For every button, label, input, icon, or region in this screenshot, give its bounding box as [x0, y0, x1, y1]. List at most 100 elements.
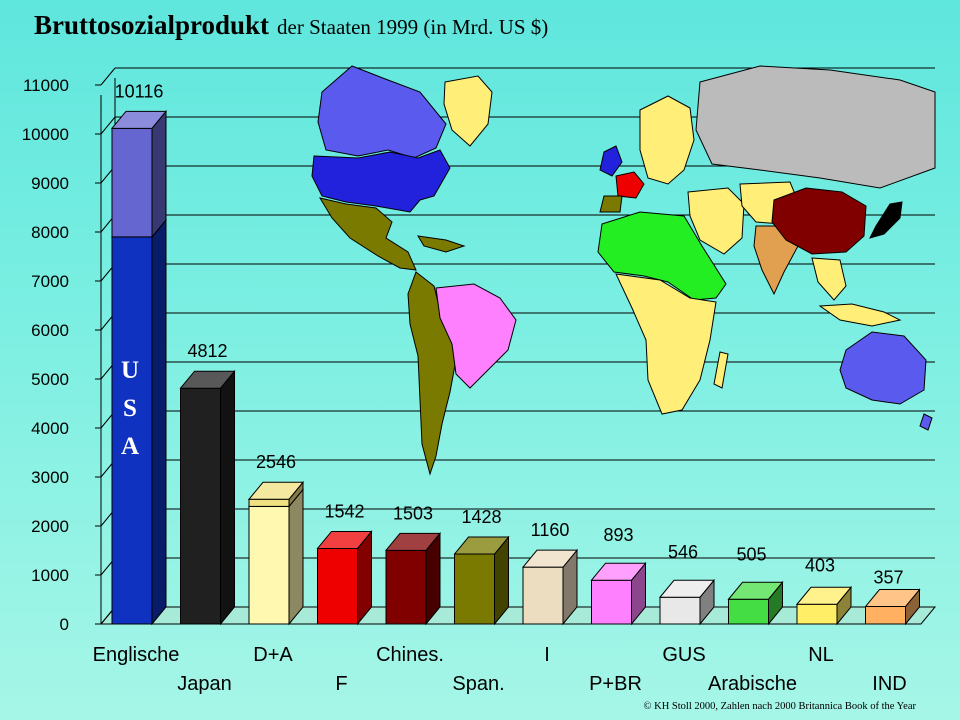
y-tick-label: 6000 [31, 321, 69, 340]
bar-front [180, 387, 221, 625]
source-credit: © KH Stoll 2000, Zahlen nach 2000 Britan… [643, 701, 916, 712]
bar-value-label: 1542 [324, 501, 364, 521]
map-southeast-asia [811, 257, 847, 301]
category-label: Englische [93, 644, 180, 666]
category-label: F [335, 673, 347, 695]
bar-front [796, 603, 838, 625]
bar-top [110, 110, 168, 129]
bar-top [384, 532, 442, 551]
y-tick-label: 3000 [31, 468, 69, 487]
bar-i [521, 548, 579, 626]
bar-front [111, 236, 153, 625]
bar-arabische [727, 580, 784, 626]
bar-front [659, 596, 701, 625]
grid-diagonal [100, 116, 116, 135]
bar-value-label: 505 [736, 544, 766, 564]
category-label: Arabische [708, 673, 797, 695]
usa-annotation-letter: U [121, 357, 139, 384]
y-tick-label: 0 [60, 615, 69, 634]
bar-top [590, 562, 647, 581]
map-mexico [318, 197, 417, 271]
bar-nl [795, 585, 853, 626]
bar-top [864, 589, 921, 608]
bar-d-a-segment-1 [247, 488, 305, 626]
category-label: GUS [662, 644, 705, 666]
bar-p-br [590, 561, 647, 626]
bar-top [727, 581, 784, 600]
bar-value-label: 1503 [393, 503, 433, 523]
bar-englische-segment-2 [110, 109, 168, 239]
bar-gus [658, 578, 716, 626]
bar-side [288, 488, 304, 626]
map-madagascar [713, 351, 729, 389]
map-japan [869, 201, 903, 239]
bar-englische-segment-1 [110, 218, 168, 626]
y-tick-label: 1000 [31, 566, 69, 585]
chart-title-sub: der Staaten 1999 (in Mrd. US $) [277, 15, 549, 39]
bar-front [385, 549, 427, 625]
map-spain [599, 195, 623, 213]
bar-value-label: 2546 [256, 452, 296, 472]
map-europe [639, 95, 695, 185]
bar-value-label: 893 [603, 525, 633, 545]
bar-front [728, 598, 769, 625]
bar-front [454, 553, 495, 625]
map-caribbean [417, 235, 466, 253]
bar-top [316, 530, 373, 549]
map-middle-east [687, 187, 745, 255]
map-usa [311, 149, 451, 213]
bar-side [151, 218, 167, 626]
bar-top [453, 536, 510, 555]
y-tick-label: 10000 [22, 125, 69, 144]
category-label: Japan [177, 673, 232, 695]
y-tick-label: 5000 [31, 370, 69, 389]
bar-front [591, 579, 632, 625]
bar-f [316, 530, 373, 626]
bar-top [179, 370, 236, 389]
map-uk [599, 145, 623, 177]
bar-side [220, 369, 235, 626]
map-africa [615, 273, 717, 415]
bar-side [151, 109, 167, 239]
chart-title: Bruttosozialprodukt der Staaten 1999 (in… [34, 10, 548, 41]
map-china [771, 187, 867, 255]
y-tick-label: 11000 [23, 76, 69, 95]
map-greenland [443, 75, 493, 147]
map-indonesia [818, 303, 902, 327]
bar-ind [864, 588, 921, 626]
bar-top [247, 481, 305, 500]
bar-top [521, 549, 579, 568]
y-tick-label: 2000 [31, 517, 69, 536]
bar-front [111, 127, 153, 238]
map-russia [695, 65, 936, 189]
map-canada [317, 65, 447, 159]
category-label: I [544, 644, 550, 666]
bar-value-label: 1428 [461, 507, 501, 527]
label-group: 0 1000 2000 3000 4000 5000 6000 7000 8000 9000 100… [22, 76, 907, 695]
y-tick-label: 8000 [31, 223, 69, 242]
bar-front [248, 505, 290, 625]
bar-chines- [384, 531, 442, 626]
bar-value-label: 1160 [531, 520, 570, 540]
bar-d-a-segment-2 [247, 480, 305, 508]
bar-front [522, 566, 564, 625]
bar-group [110, 109, 921, 626]
category-label: NL [808, 644, 834, 666]
bar-span- [453, 535, 510, 626]
bar-value-label: 4812 [187, 341, 227, 361]
bar-value-label: 10116 [115, 81, 164, 101]
bar-front [248, 498, 290, 507]
category-label: D+A [253, 644, 293, 666]
bar-value-label: 546 [668, 542, 698, 562]
bar-front [865, 606, 906, 625]
world-map-image [311, 65, 936, 476]
category-label: Span. [452, 673, 504, 695]
bar-top [795, 586, 853, 605]
category-label: P+BR [589, 673, 642, 695]
bar-value-label: 357 [873, 568, 903, 588]
y-tick-label: 9000 [31, 174, 69, 193]
bar-japan [179, 369, 236, 626]
category-label: IND [872, 673, 906, 695]
bar-front [317, 547, 358, 625]
